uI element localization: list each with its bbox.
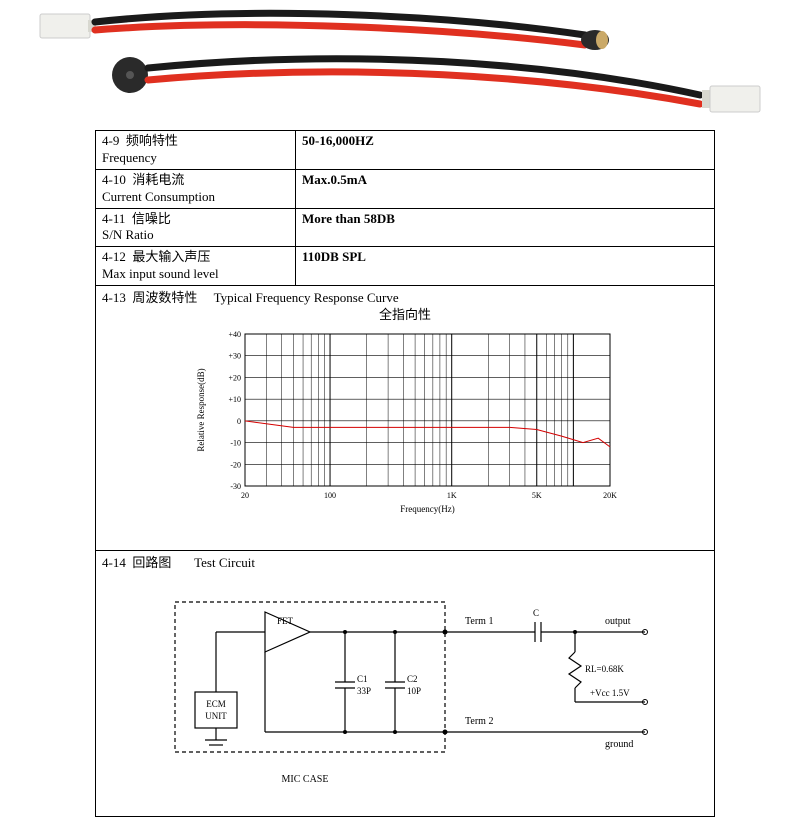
svg-text:MIC CASE: MIC CASE bbox=[282, 774, 329, 785]
svg-text:1K: 1K bbox=[447, 491, 457, 500]
svg-text:-30: -30 bbox=[230, 482, 241, 491]
svg-text:20K: 20K bbox=[603, 491, 617, 500]
freq-section-cn: 周波数特性 bbox=[132, 290, 197, 305]
freq-section-id: 4-13 bbox=[102, 290, 126, 305]
mic-assembly-bottom bbox=[112, 57, 760, 112]
spec-label-cell: 4-9 频响特性Frequency bbox=[96, 131, 296, 170]
spec-row: 4-12 最大输入声压Max input sound level110DB SP… bbox=[96, 247, 715, 286]
freq-chart-container: -30 -20 -10 0 +10 +20 +30 +40 20 100 1K 5K 20K Freque… bbox=[102, 326, 708, 546]
svg-text:FET: FET bbox=[277, 616, 294, 626]
spec-value-cell: Max.0.5mA bbox=[296, 169, 715, 208]
spec-row: 4-10 消耗电流Current ConsumptionMax.0.5mA bbox=[96, 169, 715, 208]
svg-text:+10: +10 bbox=[228, 395, 241, 404]
svg-text:0: 0 bbox=[237, 417, 241, 426]
spec-row: 4-9 频响特性Frequency50-16,000HZ bbox=[96, 131, 715, 170]
svg-text:+20: +20 bbox=[228, 373, 241, 382]
svg-text:C2: C2 bbox=[407, 674, 418, 684]
svg-text:output: output bbox=[605, 616, 631, 627]
svg-text:-10: -10 bbox=[230, 438, 241, 447]
svg-text:5K: 5K bbox=[532, 491, 542, 500]
svg-text:+Vcc 1.5V: +Vcc 1.5V bbox=[590, 688, 630, 698]
svg-text:C1: C1 bbox=[357, 674, 368, 684]
svg-text:100: 100 bbox=[324, 491, 336, 500]
spec-label-cell: 4-10 消耗电流Current Consumption bbox=[96, 169, 296, 208]
svg-text:33P: 33P bbox=[357, 686, 371, 696]
freq-response-header-row: 4-13 周波数特性 Typical Frequency Response Cu… bbox=[96, 286, 715, 551]
svg-text:+40: +40 bbox=[228, 330, 241, 339]
svg-text:Term 1: Term 1 bbox=[465, 616, 493, 627]
test-circuit-diagram: MIC CASE ECM UNIT FET C1 33P C2 10P Term 1 Coutpu… bbox=[145, 582, 665, 792]
mic-assembly-top bbox=[40, 13, 609, 50]
spec-value-cell: 110DB SPL bbox=[296, 247, 715, 286]
circuit-section-id: 4-14 bbox=[102, 555, 126, 570]
svg-text:ECM: ECM bbox=[206, 699, 226, 709]
svg-text:C: C bbox=[533, 608, 539, 618]
circuit-section-cn: 回路图 bbox=[132, 555, 171, 570]
svg-text:UNIT: UNIT bbox=[205, 711, 227, 721]
svg-text:RL=0.68K: RL=0.68K bbox=[585, 664, 624, 674]
svg-text:10P: 10P bbox=[407, 686, 421, 696]
freq-section-title: Typical Frequency Response Curve bbox=[214, 290, 399, 305]
svg-text:Term 2: Term 2 bbox=[465, 716, 493, 727]
test-circuit-header-row: 4-14 回路图 Test Circuit MIC CASE ECM UNIT FET… bbox=[96, 550, 715, 816]
spec-value-cell: 50-16,000HZ bbox=[296, 131, 715, 170]
spec-table: 4-9 频响特性Frequency50-16,000HZ4-10 消耗电流Cur… bbox=[95, 130, 715, 817]
spec-value-cell: More than 58DB bbox=[296, 208, 715, 247]
svg-text:20: 20 bbox=[241, 491, 249, 500]
circuit-container: MIC CASE ECM UNIT FET C1 33P C2 10P Term 1 Coutpu… bbox=[102, 582, 708, 812]
spec-label-cell: 4-11 信噪比S/N Ratio bbox=[96, 208, 296, 247]
frequency-response-chart: -30 -20 -10 0 +10 +20 +30 +40 20 100 1K 5K 20K Freque… bbox=[190, 326, 620, 516]
freq-section-subtitle: 全指向性 bbox=[102, 307, 708, 326]
svg-text:Relative Response(dB): Relative Response(dB) bbox=[196, 368, 206, 451]
spec-row: 4-11 信噪比S/N RatioMore than 58DB bbox=[96, 208, 715, 247]
circuit-section-title: Test Circuit bbox=[194, 555, 255, 570]
svg-text:+30: +30 bbox=[228, 352, 241, 361]
spec-label-cell: 4-12 最大输入声压Max input sound level bbox=[96, 247, 296, 286]
svg-text:-20: -20 bbox=[230, 460, 241, 469]
svg-text:Frequency(Hz): Frequency(Hz) bbox=[400, 504, 454, 514]
product-photo bbox=[0, 0, 800, 130]
svg-text:ground: ground bbox=[605, 739, 633, 750]
